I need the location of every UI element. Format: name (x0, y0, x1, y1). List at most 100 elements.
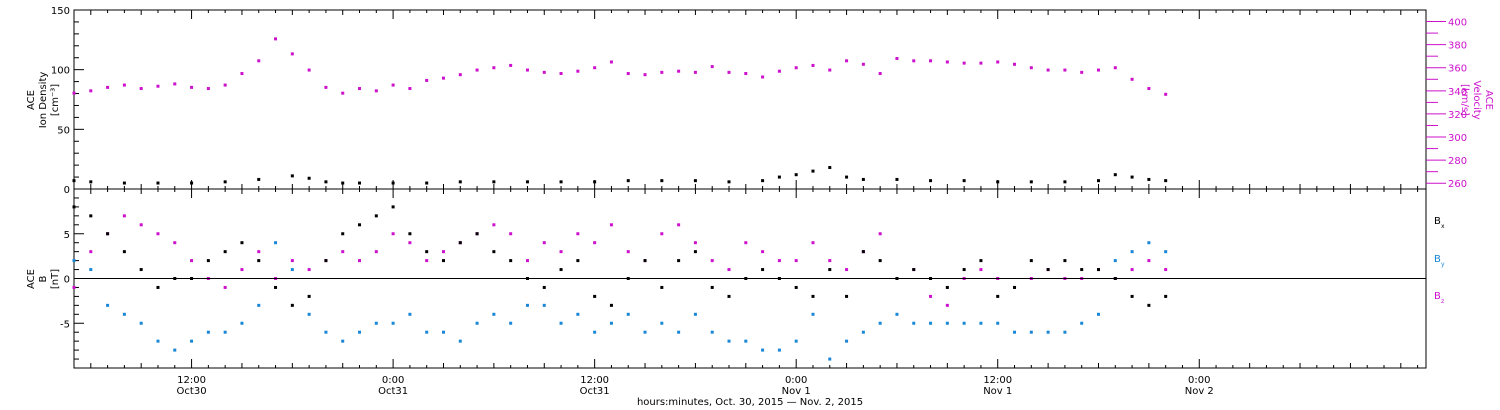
density-series-point (324, 180, 328, 184)
velocity-series-point (761, 75, 765, 79)
velocity-tick-label: 380 (1448, 41, 1467, 52)
density-series-point (341, 181, 345, 185)
legend-by-sub: y (1441, 261, 1445, 268)
velocity-series-point (1080, 70, 1084, 74)
bz-series-point (307, 268, 311, 272)
bz-series-point (257, 250, 261, 254)
density-series-point (190, 181, 194, 185)
bz-series-point (727, 268, 731, 272)
velocity-tick-label: 260 (1448, 179, 1467, 190)
velocity-series-point (307, 68, 311, 72)
velocity-series-point (962, 61, 966, 65)
legend-bz-main: B (1434, 291, 1441, 302)
velocity-series-point (106, 85, 110, 89)
bz-series-point (1164, 268, 1168, 272)
velocity-series-point (929, 59, 933, 63)
by-series-point (240, 321, 244, 325)
by-series-point (475, 321, 479, 325)
velocity-series-point (341, 91, 345, 95)
bz-series-point (358, 259, 362, 263)
bz-series-point (223, 285, 227, 289)
bz-series-point (761, 250, 765, 254)
density-series-point (996, 180, 1000, 184)
velocity-series-point (509, 63, 513, 67)
velocity-series-point (895, 57, 899, 61)
bz-series-point (878, 232, 882, 236)
velocity-series-point (811, 63, 815, 67)
by-series-point (358, 330, 362, 334)
by-series-point (777, 348, 781, 352)
velocity-series-point (441, 76, 445, 80)
by-series-point (106, 303, 110, 307)
velocity-series-point (190, 85, 194, 89)
density-series-point (845, 175, 849, 179)
bx-series-point (374, 214, 378, 218)
bx-series-point (240, 241, 244, 245)
density-series-point (727, 180, 731, 184)
bz-series-point (609, 223, 613, 227)
bx-series-point (912, 268, 916, 272)
bz-series-point (677, 223, 681, 227)
bz-series-point (139, 223, 143, 227)
density-series-point (593, 180, 597, 184)
density-series-point (72, 179, 76, 183)
density-series-point (861, 177, 865, 181)
by-series-point (962, 321, 966, 325)
velocity-series-point (626, 72, 630, 76)
bx-series-point (441, 259, 445, 263)
by-series-point (559, 321, 563, 325)
velocity-series-point (945, 60, 949, 64)
velocity-ylabel-line3: [km/s] (1459, 84, 1470, 116)
velocity-series-point (173, 82, 177, 86)
by-series-point (408, 312, 412, 316)
bx-series-point (710, 285, 714, 289)
by-series-point (979, 321, 983, 325)
by-series-point (660, 321, 664, 325)
velocity-series-point (458, 73, 462, 77)
velocity-series-point (593, 66, 597, 70)
bx-series-point (1096, 268, 1100, 272)
bz-series-point (693, 241, 697, 245)
bx-series-point (861, 250, 865, 254)
by-series-point (1113, 259, 1117, 263)
legend-by-main: B (1434, 254, 1441, 265)
by-series-point (492, 312, 496, 316)
bz-series-point (122, 214, 126, 218)
velocity-series-point (643, 73, 647, 77)
by-series-point (257, 303, 261, 307)
bx-series-point (206, 259, 210, 263)
by-series-point (744, 339, 748, 343)
density-series-point (290, 174, 294, 178)
density-series-point (929, 179, 933, 183)
time-tick-label: 0:00 (1188, 375, 1210, 386)
time-tick-label: 12:00 (177, 375, 206, 386)
by-series-point (190, 339, 194, 343)
velocity-series-point (475, 68, 479, 72)
density-ylabel: ACE Ion Density [cm⁻³] (26, 72, 61, 129)
by-series-point (391, 321, 395, 325)
velocity-series-point (559, 72, 563, 76)
bx-series-point (509, 259, 513, 263)
density-series-point (307, 176, 311, 180)
density-series-point (777, 175, 781, 179)
bfield-tick-label: 5 (64, 230, 70, 241)
density-left-axis: 0 50 100 150 (51, 6, 84, 196)
bx-series-point (72, 205, 76, 209)
bx-series-point (1046, 268, 1050, 272)
density-series-point (626, 179, 630, 183)
velocity-series-point (777, 69, 781, 73)
time-tick-day-label: Oct31 (378, 386, 408, 397)
by-series-point (139, 321, 143, 325)
bz-series-point (576, 232, 580, 236)
bx-series-point (1080, 268, 1084, 272)
legend-bx: B x (1434, 216, 1445, 230)
bx-series-point (223, 250, 227, 254)
bz-series-point (173, 241, 177, 245)
by-series-point (626, 312, 630, 316)
velocity-series-point (1063, 68, 1067, 72)
by-series-point (425, 330, 429, 334)
bx-series-point (341, 232, 345, 236)
bz-series-point (240, 268, 244, 272)
bfield-ylabel: ACE B [nT] (26, 269, 61, 289)
